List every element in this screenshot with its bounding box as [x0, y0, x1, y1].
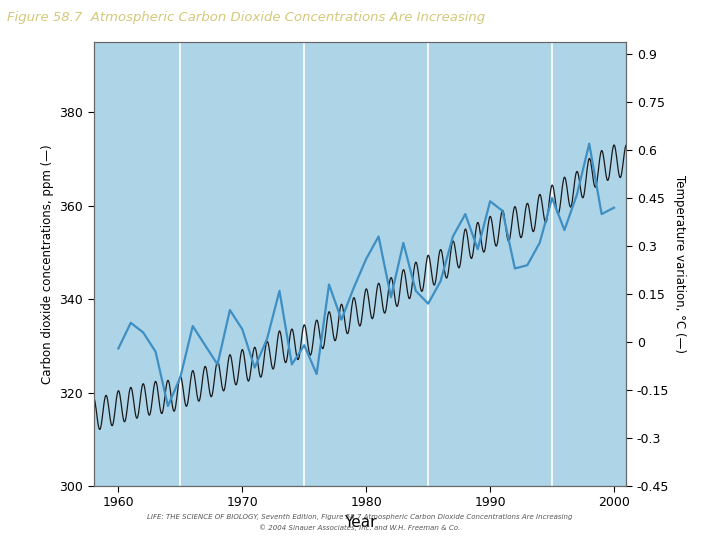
Text: © 2004 Sinauer Associates, Inc. and W.H. Freeman & Co.: © 2004 Sinauer Associates, Inc. and W.H.… [259, 524, 461, 531]
X-axis label: Year: Year [343, 515, 377, 530]
Text: Figure 58.7  Atmospheric Carbon Dioxide Concentrations Are Increasing: Figure 58.7 Atmospheric Carbon Dioxide C… [7, 11, 485, 24]
Y-axis label: Temperature variation, °C (—): Temperature variation, °C (—) [673, 175, 686, 353]
Y-axis label: Carbon dioxide concentrations, ppm (—): Carbon dioxide concentrations, ppm (—) [41, 144, 54, 384]
Text: LIFE: THE SCIENCE OF BIOLOGY, Seventh Edition, Figure 58.7 Atmospheric Carbon Di: LIFE: THE SCIENCE OF BIOLOGY, Seventh Ed… [148, 515, 572, 521]
